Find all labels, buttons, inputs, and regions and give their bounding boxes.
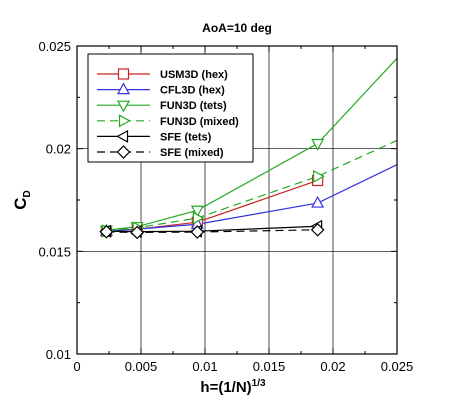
series-marker-2 <box>311 138 325 151</box>
axis-ticks: 0 0.005 0.01 0.015 0.02 0.025 0.01 0.015 0.02 0.0… <box>38 39 413 374</box>
x-axis-label-sup: 1/3 <box>252 378 266 389</box>
y-axis-label-sub: D <box>22 190 33 197</box>
y-axis-label-main: C <box>11 197 30 209</box>
legend-label-3: FUN3D (mixed) <box>160 116 239 128</box>
legend-marker-5 <box>116 145 131 159</box>
y-tick-label: 0.02 <box>46 142 71 157</box>
y-tick-label: 0.01 <box>46 347 71 362</box>
x-axis-label: h=(1/N)1/3 <box>200 378 266 396</box>
legend-label-2: FUN3D (tets) <box>160 100 227 112</box>
series-marker-2 <box>190 205 204 218</box>
legend-label-0: USM3D (hex) <box>160 69 228 81</box>
series-marker-5 <box>130 225 145 240</box>
x-tick-label: 0.025 <box>381 359 414 374</box>
x-tick-label: 0.015 <box>253 359 286 374</box>
legend: USM3D (hex) CFL3D (hex) FUN3D (tets) FUN3D … <box>87 53 254 163</box>
legend-label-4: SFE (tets) <box>160 131 212 143</box>
x-tick-label: 0 <box>73 359 80 374</box>
y-axis-label: CD <box>11 190 33 210</box>
series-marker-1 <box>311 195 325 208</box>
legend-marker-1 <box>116 82 131 95</box>
series-marker-3 <box>313 169 325 183</box>
legend-marker-2 <box>116 100 131 113</box>
x-tick-label: 0.01 <box>192 359 217 374</box>
y-tick-label: 0.015 <box>38 244 71 259</box>
series-marker-5 <box>99 224 114 239</box>
series-line-5 <box>106 229 318 234</box>
series-marker-5 <box>310 222 325 237</box>
legend-marker-4 <box>116 129 129 143</box>
series-marker-3 <box>192 211 205 225</box>
legend-marker-3 <box>118 114 131 128</box>
x-tick-label: 0.005 <box>125 359 158 374</box>
legend-label-1: CFL3D (hex) <box>160 85 225 97</box>
legend-marker-0 <box>117 68 130 80</box>
legend-label-5: SFE (mixed) <box>160 147 224 159</box>
y-tick-label: 0.025 <box>38 39 71 54</box>
x-axis-label-main: h=(1/N) <box>200 379 251 396</box>
legend-box <box>87 53 254 163</box>
x-tick-label: 0.02 <box>320 359 345 374</box>
series-marker-5 <box>190 225 205 239</box>
marker-layer <box>99 138 325 240</box>
chart-title: AoA=10 deg <box>202 21 272 35</box>
series-line-4 <box>106 225 318 233</box>
